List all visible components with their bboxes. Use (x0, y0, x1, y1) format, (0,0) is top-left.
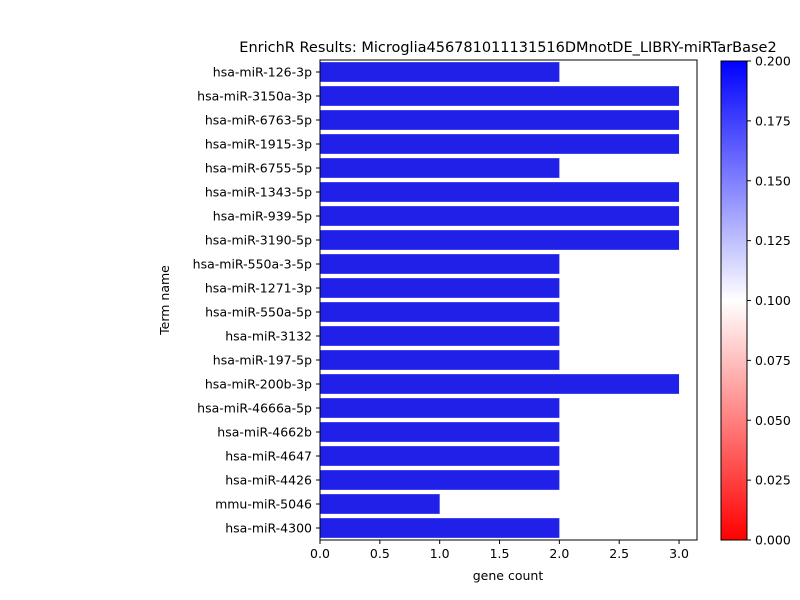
colorbar-tick-label-0.150: 0.150 (755, 173, 791, 188)
bar-hsa-miR-200b-3p (320, 374, 680, 394)
y-tick-label-hsa-miR-126-3p: hsa-miR-126-3p (213, 65, 312, 80)
bar-mmu-miR-5046 (320, 494, 440, 514)
y-tick-label-hsa-miR-550a-5p: hsa-miR-550a-5p (205, 305, 312, 320)
y-tick-labels: hsa-miR-126-3p hsa-miR-3150a-3p hsa-miR-67… (193, 65, 320, 536)
bar-hsa-miR-197-5p (320, 350, 560, 370)
x-tick-label-2.0: 2.0 (549, 546, 569, 561)
x-ticks: 0.0 0.5 1.0 1.5 2.0 2.5 3.0 (310, 540, 689, 561)
x-tick-label-3.0: 3.0 (669, 546, 689, 561)
y-tick-label-hsa-miR-550a-3-5p: hsa-miR-550a-3-5p (193, 257, 312, 272)
bar-hsa-miR-550a-3-5p (320, 254, 560, 274)
y-tick-label-hsa-miR-3190-5p: hsa-miR-3190-5p (205, 233, 312, 248)
colorbar-tick-label-0.025: 0.025 (755, 473, 791, 488)
bar-hsa-miR-126-3p (320, 62, 560, 82)
bar-hsa-miR-550a-5p (320, 302, 560, 322)
colorbar-tick-label-0.175: 0.175 (755, 113, 791, 128)
y-tick-label-hsa-miR-4426: hsa-miR-4426 (225, 473, 312, 488)
y-tick-label-hsa-miR-1915-3p: hsa-miR-1915-3p (205, 137, 312, 152)
y-tick-label-hsa-miR-4300: hsa-miR-4300 (225, 521, 312, 536)
colorbar-tick-label-0.125: 0.125 (755, 233, 791, 248)
y-tick-label-hsa-miR-6755-5p: hsa-miR-6755-5p (205, 161, 312, 176)
bars-group (320, 62, 680, 538)
bar-hsa-miR-6755-5p (320, 158, 560, 178)
bar-hsa-miR-1343-5p (320, 182, 680, 202)
y-tick-label-hsa-miR-4666a-5p: hsa-miR-4666a-5p (197, 401, 312, 416)
colorbar (720, 60, 748, 541)
colorbar-tick-label-0.000: 0.000 (755, 533, 791, 548)
bar-hsa-miR-3132 (320, 326, 560, 346)
y-tick-label-hsa-miR-939-5p: hsa-miR-939-5p (213, 209, 312, 224)
y-tick-label-hsa-miR-1343-5p: hsa-miR-1343-5p (205, 185, 312, 200)
chart-title: EnrichR Results: Microglia45678101113151… (239, 40, 776, 56)
x-tick-label-1.0: 1.0 (430, 546, 450, 561)
bar-hsa-miR-939-5p (320, 206, 680, 226)
y-tick-label-mmu-miR-5046: mmu-miR-5046 (215, 497, 312, 512)
x-tick-label-0.0: 0.0 (310, 546, 330, 561)
bar-hsa-miR-4647 (320, 446, 560, 466)
y-tick-label-hsa-miR-200b-3p: hsa-miR-200b-3p (205, 377, 312, 392)
bar-hsa-miR-1915-3p (320, 134, 680, 154)
colorbar-tick-label-0.200: 0.200 (755, 54, 791, 69)
x-tick-label-2.5: 2.5 (609, 546, 629, 561)
colorbar-tick-label-0.050: 0.050 (755, 413, 791, 428)
y-tick-label-hsa-miR-4647: hsa-miR-4647 (225, 449, 312, 464)
y-tick-label-hsa-miR-6763-5p: hsa-miR-6763-5p (205, 113, 312, 128)
bar-hsa-miR-4300 (320, 518, 560, 538)
x-axis-label: gene count (473, 568, 544, 583)
plot-frame (319, 59, 698, 541)
y-tick-label-hsa-miR-197-5p: hsa-miR-197-5p (213, 353, 312, 368)
y-tick-label-hsa-miR-4662b: hsa-miR-4662b (217, 425, 312, 440)
bar-hsa-miR-4662b (320, 422, 560, 442)
bar-hsa-miR-3150a-3p (320, 86, 680, 106)
x-tick-label-1.5: 1.5 (490, 546, 510, 561)
bar-hsa-miR-4426 (320, 470, 560, 490)
y-axis-label: Term name (157, 265, 172, 336)
y-tick-label-hsa-miR-3150a-3p: hsa-miR-3150a-3p (197, 89, 312, 104)
colorbar-ticks: 0.000 0.025 0.050 0.075 0.100 0.125 0.150 0.175… (747, 54, 791, 548)
x-tick-label-0.5: 0.5 (370, 546, 390, 561)
y-tick-label-hsa-miR-3132: hsa-miR-3132 (225, 329, 312, 344)
bar-hsa-miR-4666a-5p (320, 398, 560, 418)
bar-hsa-miR-6763-5p (320, 110, 680, 130)
colorbar-tick-label-0.100: 0.100 (755, 293, 791, 308)
bar-hsa-miR-1271-3p (320, 278, 560, 298)
bar-hsa-miR-3190-5p (320, 230, 680, 250)
y-tick-label-hsa-miR-1271-3p: hsa-miR-1271-3p (205, 281, 312, 296)
colorbar-tick-label-0.075: 0.075 (755, 353, 791, 368)
